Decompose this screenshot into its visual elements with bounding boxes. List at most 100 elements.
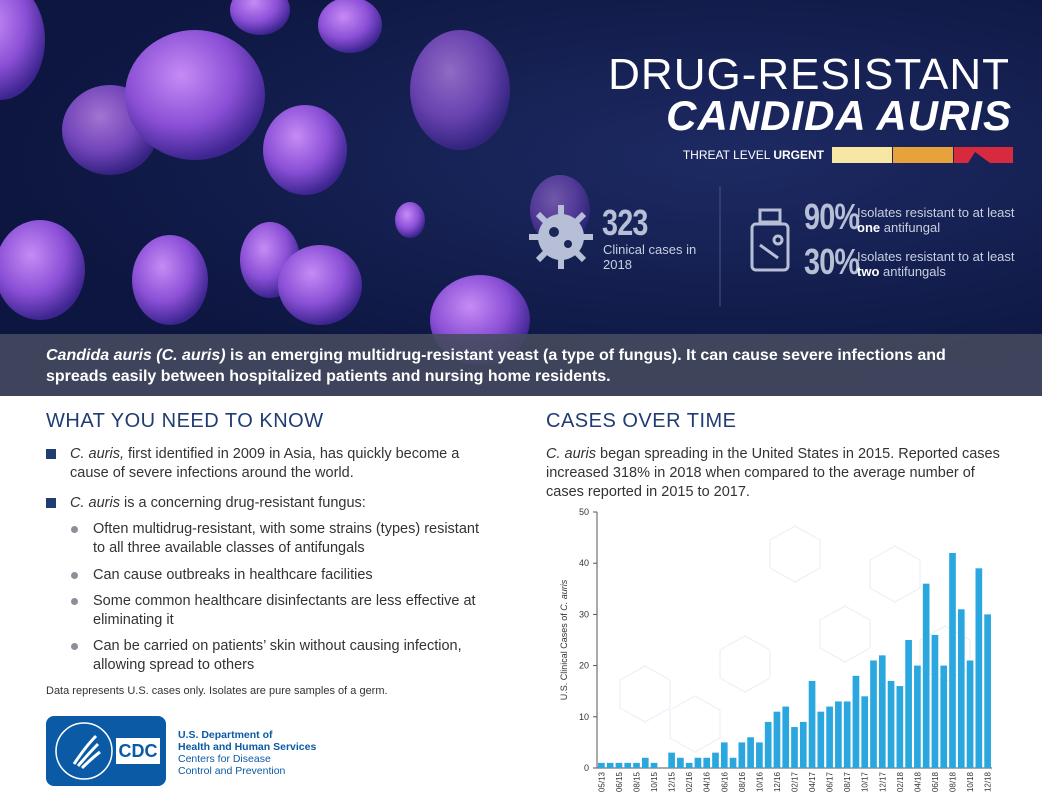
intro: Candida auris (C. auris) is an emerging … (46, 345, 1006, 387)
bar (817, 711, 825, 768)
germ-icon (529, 205, 593, 269)
x-tick-label: 02/16 (685, 771, 694, 792)
title-line2: CANDIDA AURIS (666, 92, 1012, 139)
bar (957, 609, 965, 768)
chart-intro-italic: C. auris (546, 446, 596, 462)
x-tick-label: 12/18 (984, 771, 993, 792)
item-italic: C. auris, (70, 446, 124, 462)
stat-emphasis: two (857, 264, 880, 279)
bar (835, 701, 842, 768)
threat-bar-low (832, 147, 892, 163)
x-tick-label: 08/18 (949, 771, 958, 792)
bar (747, 737, 754, 768)
y-tick-label: 30 (579, 609, 589, 619)
bar (615, 762, 623, 768)
agency-line: U.S. Department of (178, 729, 273, 741)
bar (650, 762, 658, 768)
section-heading: CASES OVER TIME (546, 410, 737, 432)
x-tick-label: 02/17 (791, 771, 800, 792)
x-tick-label: 06/17 (826, 771, 835, 792)
sub-item: Some common healthcare disinfectants are… (71, 592, 483, 630)
threat-bar-mid (893, 147, 953, 163)
y-tick-label: 10 (579, 712, 589, 722)
cdc-text: CDC (119, 741, 158, 761)
bar (826, 706, 833, 768)
bar (905, 640, 912, 768)
intro-text: is an emerging multidrug-resistant yeast… (46, 347, 946, 385)
agency-line: Health and Human Services (178, 741, 316, 753)
bar (940, 665, 948, 768)
bar (703, 757, 711, 768)
note: Data represents U.S. cases only. Isolate… (46, 685, 388, 697)
stat-text: Isolates resistant to at least one antif… (857, 205, 1017, 235)
x-tick-label: 10/15 (650, 771, 659, 792)
bar (870, 660, 877, 768)
pill-icon (750, 208, 790, 272)
sub-item-text: Can cause outbreaks in healthcare facili… (93, 567, 373, 583)
yeast-cells (0, 0, 590, 365)
x-tick-label: 12/16 (773, 771, 782, 792)
threat-bar-urgent (954, 147, 1013, 163)
bar (887, 680, 895, 768)
bar (914, 665, 921, 768)
bar (852, 675, 860, 768)
y-tick-label: 20 (579, 661, 589, 671)
bar (949, 552, 956, 768)
x-tick-label: 10/18 (966, 771, 975, 792)
cdc-logo: CDC U.S. Department of Health and Human … (46, 716, 316, 786)
bar (922, 583, 930, 768)
threat-level: THREAT LEVEL URGENT (683, 148, 824, 162)
bar (668, 752, 675, 768)
sub-item: Can cause outbreaks in healthcare facili… (71, 566, 483, 585)
bar (606, 762, 614, 768)
item-text: first identified in 2009 in Asia, has qu… (70, 446, 460, 481)
bar (791, 727, 798, 768)
threat-value: URGENT (773, 148, 824, 162)
stat-text: Clinical cases in 2018 (603, 242, 697, 272)
x-tick-label: 12/17 (878, 771, 887, 792)
bar (799, 721, 807, 768)
x-tick-label: 04/17 (808, 771, 817, 792)
x-tick-label: 10/16 (755, 771, 764, 792)
stat-text-part: antifungals (883, 264, 946, 279)
bar (720, 742, 728, 768)
bar (773, 711, 781, 768)
intro-italic: Candida auris (C. auris) (46, 347, 226, 364)
stat-text-part: Isolates resistant to at least (857, 249, 1015, 264)
bar (633, 762, 640, 768)
y-axis-label-italic: C. auris (559, 579, 569, 611)
bar (984, 614, 991, 768)
bar (738, 742, 746, 768)
stat-number: 30% (804, 241, 860, 282)
bar (764, 721, 772, 768)
x-tick-label: 04/18 (913, 771, 922, 792)
bar (677, 757, 684, 768)
x-tick-label: 08/15 (633, 771, 642, 792)
x-tick-label: 08/17 (843, 771, 852, 792)
list-item: C. auris is a concerning drug-resistant … (46, 494, 480, 513)
y-tick-label: 50 (579, 507, 589, 517)
list-item: C. auris, first identified in 2009 in As… (46, 445, 480, 483)
x-tick-label: 02/18 (896, 771, 905, 792)
x-tick-label: 08/16 (738, 771, 747, 792)
bar (966, 660, 974, 768)
x-tick-label: 04/16 (703, 771, 712, 792)
stat-number: 323 (602, 202, 648, 243)
x-tick-label: 05/13 (597, 771, 606, 792)
threat-label: THREAT LEVEL (682, 148, 770, 162)
bar (931, 634, 939, 768)
x-tick-label: 06/16 (720, 771, 729, 792)
section-heading: WHAT YOU NEED TO KNOW (46, 410, 324, 432)
x-tick-label: 10/17 (861, 771, 870, 792)
bar (878, 655, 886, 768)
bar (975, 568, 983, 768)
bar (712, 752, 719, 768)
y-axis-label: U.S. Clinical Cases of C. auris (559, 579, 569, 700)
y-axis-label-text: U.S. Clinical Cases of (559, 613, 569, 701)
intro-band (0, 334, 1042, 396)
sub-item: Often multidrug-resistant, with some str… (71, 520, 483, 558)
stat-number: 90% (804, 196, 860, 237)
sub-item-text: Often multidrug-resistant, with some str… (93, 521, 479, 556)
stat-emphasis: one (857, 220, 881, 235)
